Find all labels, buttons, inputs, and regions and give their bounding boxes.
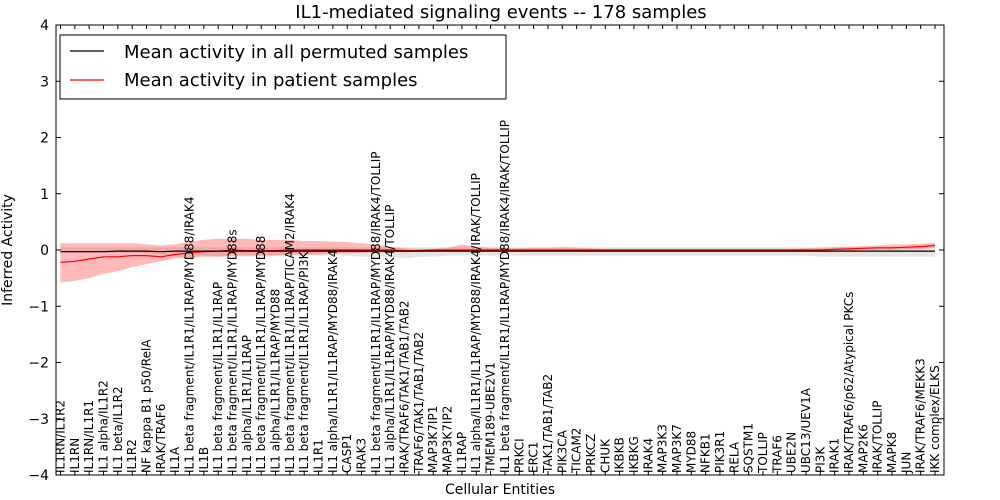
legend-label-permuted: Mean activity in all permuted samples <box>124 42 468 63</box>
x-category-label: IRAK/TRAF6/TAK1/TAB1/TAB2 <box>398 300 412 473</box>
x-category-label: IKBKB <box>613 437 627 473</box>
x-category-label: NF kappa B1 p50/RelA <box>140 339 154 473</box>
x-category-label: IKK complex/ELKS <box>928 365 942 473</box>
x-category-label: UBC13/UEV1A <box>799 387 813 473</box>
x-category-label: TMEM189-UBE2V1 <box>484 362 498 474</box>
x-category-label: UBE2N <box>785 432 799 473</box>
x-category-label: IL1 beta fragment/IL1R1/IL1RAP/TICAM2/IR… <box>283 193 297 473</box>
x-category-label: IL1 alpha/IL1R1/IL1RAP <box>240 335 254 473</box>
x-category-label: IRAK/TRAF6/MEKK3 <box>914 358 928 473</box>
x-category-label: IRAK/TRAF6 <box>154 404 168 473</box>
x-category-label: PIK3R1 <box>713 431 727 473</box>
x-category-label: NFKB1 <box>699 433 713 473</box>
chart-title: IL1-mediated signaling events -- 178 sam… <box>295 2 706 23</box>
y-axis: −4 −3 −2 −1 0 1 2 3 4 <box>28 18 944 484</box>
x-category-label: TOLLIP <box>756 432 770 474</box>
x-category-label: MAP3K7IP1 <box>426 406 440 473</box>
x-category-label: PRKCI <box>512 438 526 473</box>
x-category-label: IL1 beta fragment/IL1R1/IL1RAP/MYD88/IRA… <box>183 196 197 473</box>
x-category-label: ERC1 <box>527 442 541 473</box>
x-category-label: CHUK <box>598 438 612 473</box>
y-tick-label: −3 <box>28 412 49 428</box>
x-category-label: RELA <box>727 441 741 473</box>
legend-box <box>59 34 507 100</box>
x-category-label: IKBKG <box>627 436 641 473</box>
x-category-label: IL1B <box>197 447 211 473</box>
x-category-label: MAP3K7IP2 <box>441 406 455 473</box>
x-category-label: IL1 alpha/IL1R1/IL1RAP/MYD88/IRAK4/TOLLI… <box>383 205 397 473</box>
x-category-label: PI3K <box>813 446 827 473</box>
x-category-label: TAK1/TAB1/TAB2 <box>541 374 555 474</box>
x-category-label: IL1 alpha/IL1R2 <box>97 380 111 473</box>
x-category-label: IL1RN/IL1R2 <box>54 400 68 473</box>
x-category-label: MYD88 <box>684 431 698 473</box>
x-category-label: IL1RN <box>68 438 82 473</box>
y-tick-label: 4 <box>40 18 49 34</box>
x-category-label: IL1 alpha/IL1R1/IL1RAP/MYD88 <box>269 289 283 473</box>
series-line-permuted <box>60 250 935 253</box>
x-category-label: IL1RAP <box>455 432 469 473</box>
x-category-label: PRKCZ <box>584 434 598 473</box>
x-category-label: PIK3CA <box>555 429 569 473</box>
x-category-label: MAPK8 <box>885 432 899 473</box>
legend-label-patient: Mean activity in patient samples <box>124 70 418 91</box>
x-axis-title: Cellular Entities <box>445 482 555 498</box>
x-category-label: IL1 beta fragment/IL1R1/IL1RAP/MYD88s <box>226 229 240 473</box>
x-category-label: TRAF6 <box>770 435 784 474</box>
x-category-label: SQSTM1 <box>742 423 756 473</box>
y-axis-title: Inferred Activity <box>0 194 16 306</box>
x-category-label: MAP2K6 <box>856 424 870 473</box>
x-category-label: IL1A <box>168 446 182 473</box>
x-category-label: IL1 beta fragment/IL1R1/IL1RAP/MYD88/IRA… <box>369 152 383 473</box>
x-category-label: JUN <box>899 452 913 474</box>
x-category-label: IL1 alpha/IL1R1/IL1RAP/MYD88/IRAK4 <box>326 250 340 473</box>
x-category-label: TICAM2 <box>570 428 584 474</box>
x-category-label: IRAK1 <box>828 438 842 473</box>
x-category-label: IRAK4 <box>641 438 655 473</box>
x-category-label: MAP3K7 <box>670 424 684 473</box>
y-tick-label: 0 <box>40 243 49 259</box>
x-category-label: IL1R2 <box>125 439 139 473</box>
x-category-label: IRAK/TRAF6/p62/Atypical PKCs <box>842 292 856 473</box>
y-tick-label: −2 <box>28 356 49 372</box>
x-category-label: IL1R1 <box>312 439 326 473</box>
y-tick-label: −1 <box>28 299 49 315</box>
x-category-label: IRAK3 <box>355 438 369 473</box>
y-tick-label: −4 <box>28 468 49 484</box>
plot-lines <box>60 244 936 263</box>
legend: Mean activity in all permuted samples Me… <box>59 34 507 100</box>
x-axis: IL1RN/IL1R2 IL1RN IL1RN/IL1R1 IL1 alpha/IL1… <box>54 25 942 475</box>
y-tick-label: 3 <box>40 74 49 90</box>
x-category-label: IL1 beta fragment/IL1R1/IL1RAP <box>211 282 225 473</box>
y-tick-label: 2 <box>40 131 49 147</box>
x-category-label: IL1 beta fragment/IL1R1/IL1RAP/MYD88 <box>254 236 268 473</box>
x-category-label: IL1RN/IL1R1 <box>82 400 96 473</box>
y-tick-label: 1 <box>40 187 49 203</box>
x-category-label: IL1 beta fragment/IL1R1/IL1RAP/MYD88/IRA… <box>498 120 512 473</box>
x-category-label: IRAK/TOLLIP <box>871 401 885 473</box>
x-category-label: IL1 beta fragment/IL1R1/IL1RAP/PI3K <box>297 250 311 473</box>
x-category-label: IL1 beta/IL1R2 <box>111 386 125 473</box>
x-category-label: TRAF6/TAK1/TAB1/TAB2 <box>412 332 426 474</box>
x-category-label: CASP1 <box>340 434 354 473</box>
x-category-label: IL1 alpha/IL1R1/IL1RAP/MYD88/IRAK4/IRAK/… <box>469 173 483 473</box>
x-category-label: MAP3K3 <box>656 424 670 473</box>
